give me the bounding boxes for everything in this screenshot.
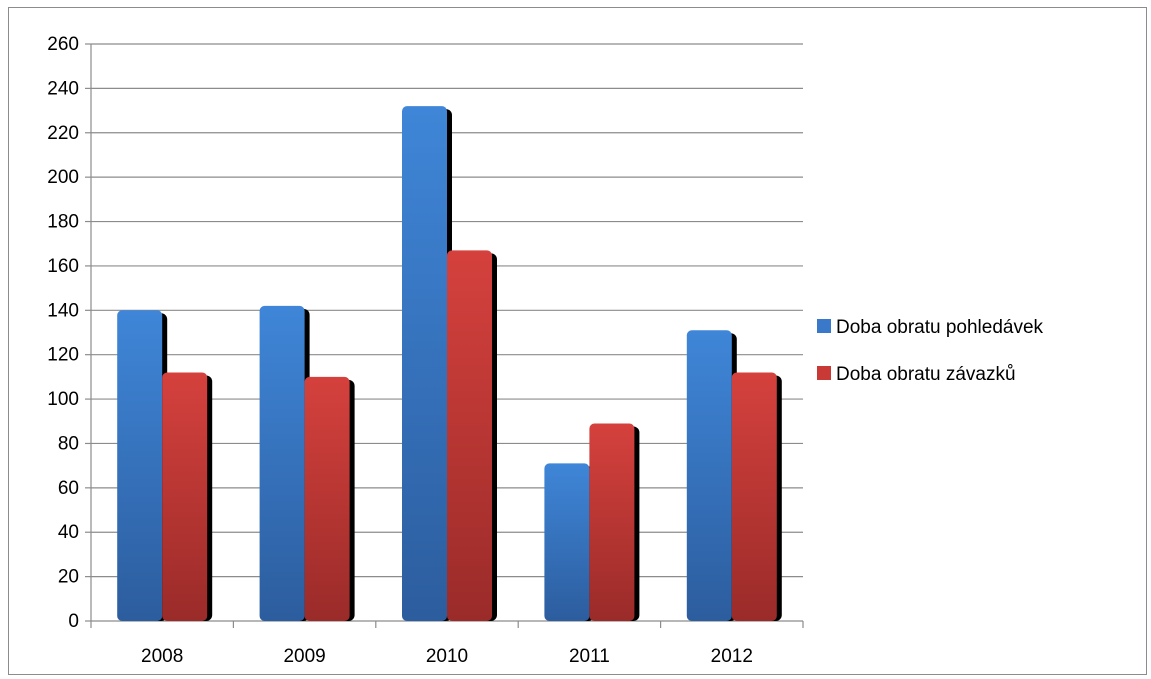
bar-doba-obratu-zavazku: Doba obratu závazků 2012: 112 bbox=[731, 372, 777, 621]
bar-doba-obratu-pohledavek: Doba obratu pohledávek 2009: 142 bbox=[259, 305, 305, 621]
y-tick-label: 120 bbox=[47, 345, 79, 366]
y-tick-label: 80 bbox=[58, 433, 79, 454]
bar-doba-obratu-pohledavek: Doba obratu pohledávek 2008: 140 bbox=[117, 310, 163, 621]
y-tick-label: 20 bbox=[58, 567, 79, 588]
bar-doba-obratu-zavazku: Doba obratu závazků 2011: 89 bbox=[589, 423, 635, 621]
legend: Doba obratu pohledávek Doba obratu závazk… bbox=[817, 317, 1044, 385]
y-tick-label: 260 bbox=[47, 34, 79, 55]
y-tick-label: 100 bbox=[47, 389, 79, 410]
legend-swatch bbox=[817, 366, 831, 380]
x-tick-label: 2008 bbox=[141, 646, 183, 667]
y-tick-label: 180 bbox=[47, 212, 79, 233]
bar-doba-obratu-pohledavek: Doba obratu pohledávek 2012: 131 bbox=[686, 330, 732, 621]
x-tick-label: 2009 bbox=[283, 646, 325, 667]
legend-label: Doba obratu závazků bbox=[836, 364, 1016, 385]
bar-doba-obratu-pohledavek: Doba obratu pohledávek 2010: 232 bbox=[402, 106, 447, 622]
y-tick-label: 220 bbox=[47, 123, 79, 144]
x-tick-label: 2011 bbox=[569, 646, 610, 667]
bar-doba-obratu-pohledavek: Doba obratu pohledávek 2011: 71 bbox=[544, 463, 590, 621]
x-tick-label: 2012 bbox=[711, 646, 753, 667]
y-tick-label: 0 bbox=[68, 611, 79, 632]
legend-label: Doba obratu pohledávek bbox=[836, 317, 1044, 338]
y-tick-label: 40 bbox=[58, 522, 79, 543]
y-tick-label: 160 bbox=[47, 256, 79, 277]
y-tick-label: 200 bbox=[47, 167, 79, 188]
x-tick-label: 2010 bbox=[426, 646, 468, 667]
bar-doba-obratu-zavazku: Doba obratu závazků 2009: 110 bbox=[304, 376, 350, 621]
y-tick-label: 60 bbox=[58, 478, 79, 499]
y-tick-label: 140 bbox=[47, 300, 79, 321]
axes bbox=[85, 43, 804, 628]
legend-swatch bbox=[817, 319, 831, 333]
bars: Doba obratu pohledávek 2008: 140Doba obr… bbox=[117, 106, 782, 622]
tick-labels: 0 20 40 60 80 100 120 140 160 180 200 220 240 260 2008… bbox=[47, 34, 753, 667]
y-tick-label: 240 bbox=[47, 78, 79, 99]
bar-doba-obratu-zavazku: Doba obratu závazků 2010: 167 bbox=[447, 250, 492, 621]
bar-doba-obratu-zavazku: Doba obratu závazků 2008: 112 bbox=[162, 372, 208, 621]
